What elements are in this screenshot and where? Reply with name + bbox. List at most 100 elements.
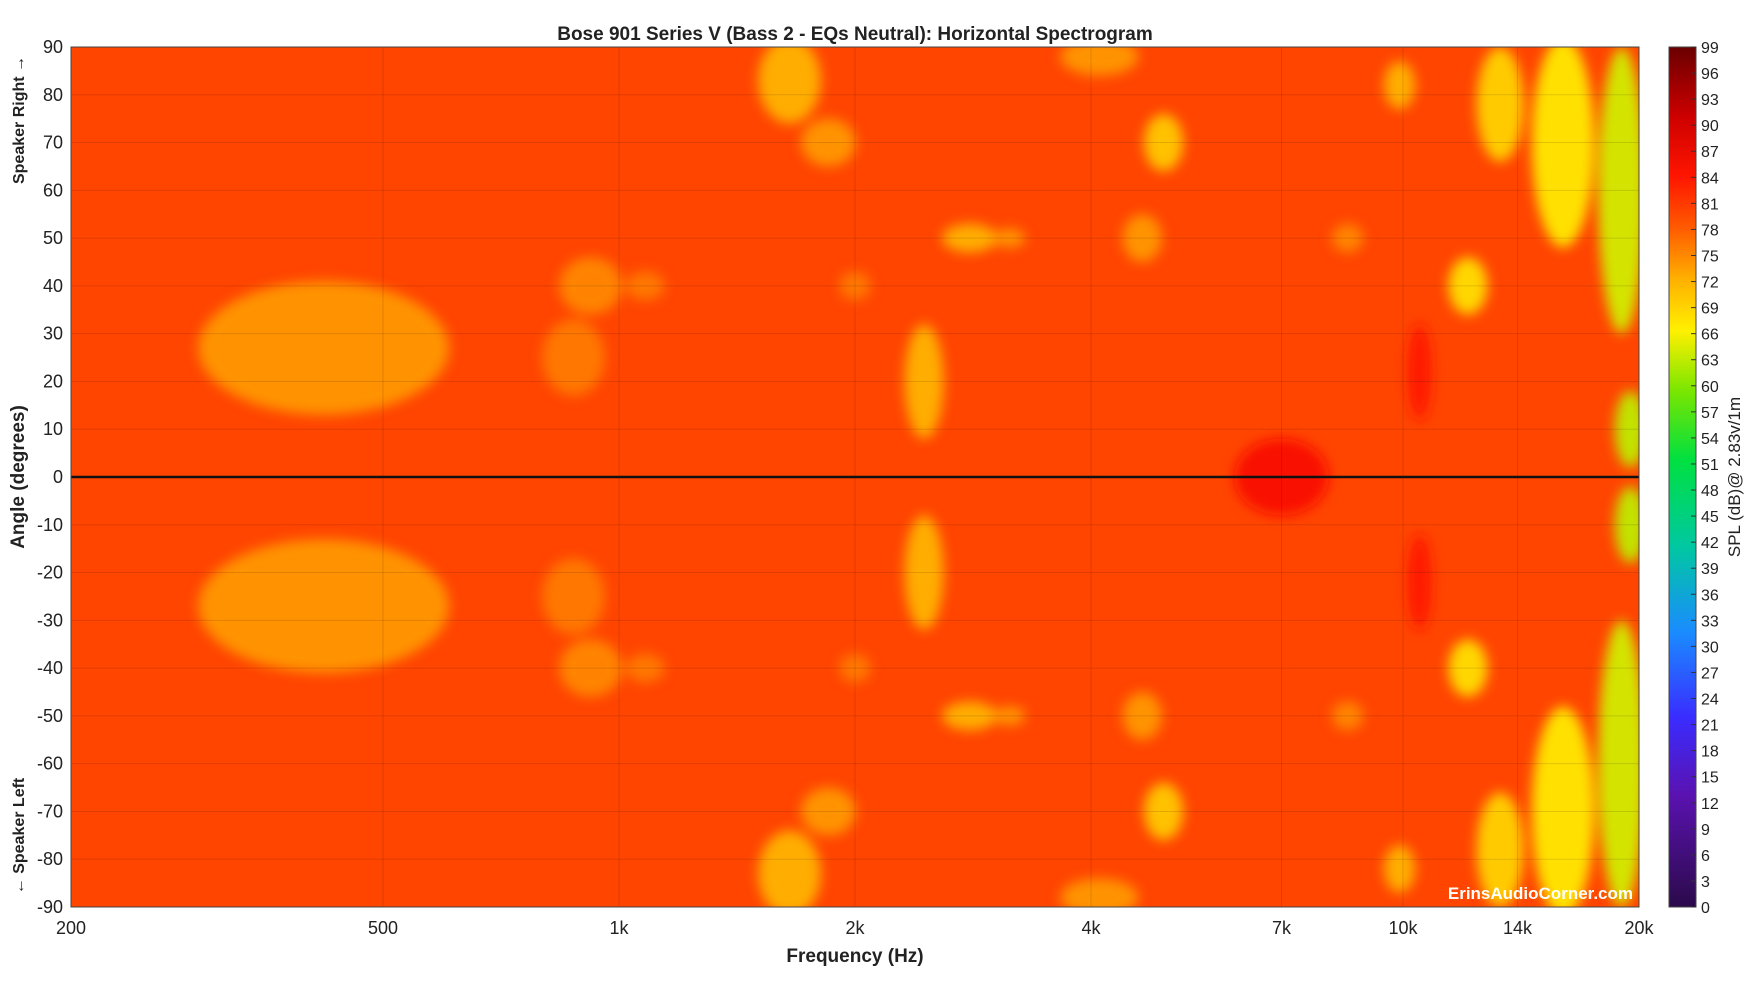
colorbar-tick-label: 78 [1701,222,1719,239]
y-axis-title: Angle (degrees) [8,405,29,549]
y-tick-label: -80 [37,849,63,869]
x-tick-label: 10k [1388,918,1418,938]
colorbar-title: SPL (dB)@ 2.83v/1m [1725,397,1744,557]
heatmap-feature [1407,324,1432,420]
y-tick-label: 40 [43,276,63,296]
colorbar-tick-label: 42 [1701,535,1719,552]
speaker-left-label: ← Speaker Left [11,777,28,894]
x-tick-label: 4k [1081,918,1101,938]
colorbar-tick-label: 6 [1701,848,1710,865]
heatmap-feature [942,223,998,253]
colorbar-tick-label: 3 [1701,874,1710,891]
heatmap-feature [1448,257,1488,315]
heatmap-feature [1614,486,1639,563]
colorbar-tick-label: 9 [1701,822,1710,839]
heatmap-feature [758,830,821,907]
heatmap-feature [1407,534,1432,630]
heatmap-feature [559,257,622,315]
heatmap-feature [1598,620,1639,907]
heatmap-feature [839,271,871,301]
colorbar-tick-label: 63 [1701,353,1719,370]
y-tick-label: -20 [37,563,63,583]
x-tick-label: 14k [1503,918,1533,938]
y-tick-label: -40 [37,658,63,678]
x-tick-label: 2k [845,918,865,938]
colorbar-tick-label: 81 [1701,196,1719,213]
y-tick-label: 50 [43,228,63,248]
colorbar-tick-label: 0 [1701,900,1710,917]
heatmap-feature [1598,47,1639,334]
y-tick-label: -30 [37,610,63,630]
grid-lines [71,47,1639,907]
y-tick-label: 0 [53,467,63,487]
heatmap-feature [839,653,871,683]
y-tick-label: -60 [37,754,63,774]
y-tick-label: 30 [43,324,63,344]
heatmap-feature [542,558,605,635]
colorbar-tick-label: 45 [1701,509,1719,526]
heatmap-feature [993,228,1026,248]
colorbar-tick-label: 33 [1701,613,1719,630]
y-tick-label: 80 [43,85,63,105]
x-tick-label: 500 [368,918,398,938]
heatmap-feature [1383,844,1416,893]
colorbar-tick-label: 87 [1701,144,1719,161]
colorbar-tick-label: 72 [1701,275,1719,292]
colorbar-tick-label: 90 [1701,118,1719,135]
heatmap-feature [1060,878,1139,907]
y-tick-label: 10 [43,419,63,439]
x-tick-label: 20k [1624,918,1654,938]
colorbar-tick-label: 69 [1701,301,1719,318]
colorbar-tick-label: 24 [1701,692,1719,709]
colorbar-tick-label: 66 [1701,327,1719,344]
colorbar-tick-label: 48 [1701,483,1719,500]
x-axis-title: Frequency (Hz) [786,946,923,967]
heatmap-feature [904,515,944,630]
heatmap-feature [801,787,856,836]
x-tick-label: 1k [609,918,629,938]
heatmap-feature [1331,223,1364,253]
speaker-right-label: Speaker Right → [11,56,28,184]
colorbar-ticks: 9996939087848178757269666360575451484542… [1691,40,1719,917]
heatmap-feature [1060,47,1139,76]
heatmap-feature [993,706,1026,726]
colorbar-tick-label: 96 [1701,66,1719,83]
colorbar-tick-label: 36 [1701,587,1719,604]
heatmap-feature [1476,792,1524,907]
heatmap-feature [1331,701,1364,731]
heatmap-feature [198,539,450,673]
y-axis-ticks: 90 80 70 60 50 40 30 20 10 0 -10 -20 -30 -40 -50 -60 -70… [37,37,63,917]
chart-title: Bose 901 Series V (Bass 2 - EQs Neutral)… [557,24,1153,45]
colorbar-tick-label: 60 [1701,379,1719,396]
colorbar-tick-label: 99 [1701,40,1719,57]
heatmap-feature [758,47,821,124]
colorbar-tick-label: 84 [1701,170,1719,187]
colorbar [1668,46,1697,908]
heatmap-feature [1122,214,1162,262]
heatmap-feature [198,281,450,415]
colorbar-tick-label: 57 [1701,405,1719,422]
heatmap-feature [1143,782,1184,841]
colorbar-tick-label: 93 [1701,92,1719,109]
y-tick-label: 70 [43,133,63,153]
x-axis-ticks: 200 500 1k 2k 4k 7k 10k 14k 20k [56,918,1655,938]
heatmap-feature [625,653,665,683]
heatmap-feature [1122,692,1162,740]
colorbar-tick-label: 15 [1701,770,1719,787]
heatmap-feature [1476,47,1524,162]
heatmap-feature [1531,706,1595,907]
watermark-text: ErinsAudioCorner.com [1448,884,1633,903]
y-tick-label: -70 [37,801,63,821]
heatmap-feature [1448,639,1488,697]
colorbar-tick-label: 75 [1701,248,1719,265]
x-tick-label: 7k [1272,918,1292,938]
y-tick-label: 20 [43,371,63,391]
colorbar-tick-label: 30 [1701,639,1719,656]
y-tick-label: 60 [43,180,63,200]
y-tick-label: -10 [37,515,63,535]
heatmap-feature [1531,47,1595,248]
heatmap-feature [904,324,944,439]
plot-frame [70,46,1640,908]
